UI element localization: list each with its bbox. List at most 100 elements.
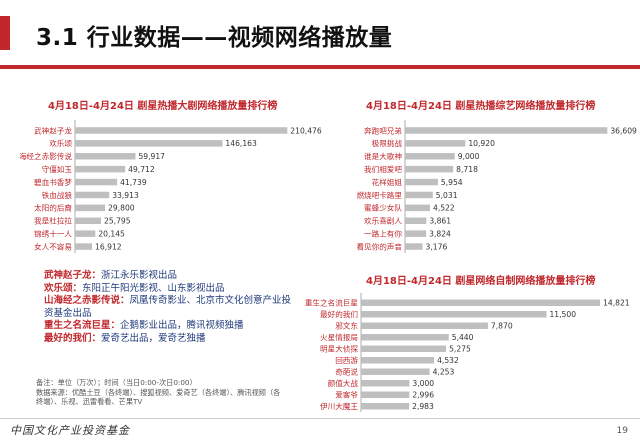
category-label: 爱客爷 [335, 390, 358, 400]
category-label: 谁是大歌神 [364, 151, 402, 161]
chart-selfmade: 重生之名流巨星 14,821 最好的我们 11,500 邪文东 7,870 火星情报局 5,4… [305, 293, 630, 412]
category-label: 火星情报局 [320, 332, 358, 342]
bar [75, 140, 223, 147]
value-label: 14,821 [603, 299, 630, 308]
value-label: 33,913 [112, 191, 139, 200]
bar [405, 217, 427, 224]
category-label: 太阳的后裔 [34, 203, 72, 213]
bar [361, 380, 410, 387]
value-label: 49,712 [128, 165, 155, 174]
header-divider [0, 65, 640, 69]
value-label: 20,145 [98, 229, 125, 238]
value-label: 5,031 [436, 191, 458, 200]
value-label: 25,795 [104, 217, 131, 226]
footer-divider [0, 418, 640, 419]
category-label: 一路上有你 [364, 228, 402, 238]
bar [405, 165, 454, 173]
value-label: 10,920 [468, 139, 495, 148]
value-label: 3,824 [429, 229, 451, 238]
category-label: 山海经之赤影传说 [20, 151, 72, 161]
value-label: 5,275 [449, 345, 471, 354]
value-label: 3,861 [429, 217, 451, 226]
bar [75, 230, 96, 237]
category-label: 欢乐喜剧人 [364, 216, 402, 226]
value-label: 9,000 [458, 152, 480, 161]
value-label: 7,870 [491, 322, 513, 331]
bar [405, 230, 427, 237]
bar [75, 217, 102, 224]
note-line: 武神赵子龙：浙江永乐影视出品 [44, 270, 178, 281]
category-label: 碧血书香梦 [34, 177, 72, 187]
chart-title-variety: 4月18日-4月24日 剧星热播综艺网络播放量排行榜 [366, 101, 596, 112]
bar [75, 191, 110, 199]
bar [75, 243, 93, 250]
bar [361, 368, 430, 375]
value-label: 11,500 [549, 310, 576, 319]
chart-drama: 武神赵子龙 210,476 欢乐颂 146,163 山海经之赤影传说 59,917 守僵如玉… [20, 120, 322, 253]
note-line: 欢乐颂：东阳正午阳光影视、山东影视出品 [44, 282, 225, 294]
chart-title-selfmade: 4月18日-4月24日 剧星网络自制网络播放量排行榜 [366, 276, 596, 287]
bar [75, 178, 118, 186]
production-notes: 武神赵子龙：浙江永乐影视出品 欢乐颂：东阳正午阳光影视、山东影视出品 山海经之赤… [44, 270, 294, 346]
note-line: 山海经之赤影传说：凤凰传奇影业、北京市文化创意产业投资基金出品 [44, 295, 292, 319]
category-label: 我们相爱吧 [364, 164, 402, 174]
category-label: 最好的我们 [320, 309, 358, 319]
chart-title-drama: 4月18日-4月24日 剧星热播大剧网络播放量排行榜 [48, 101, 278, 112]
header: 3.1 行业数据——视频网络播放量 [0, 0, 640, 72]
category-label: 重生之名流巨星 [305, 298, 359, 308]
value-label: 29,800 [108, 204, 135, 213]
bar [405, 204, 430, 212]
bar [75, 153, 136, 160]
category-label: 蜜蜂少女队 [364, 203, 402, 213]
value-label: 4,522 [433, 204, 455, 213]
bar [75, 204, 106, 212]
bar [361, 322, 488, 329]
bar [75, 165, 126, 173]
bar [361, 345, 447, 352]
category-label: 锦绣十一人 [34, 228, 72, 238]
bar [361, 357, 435, 364]
value-label: 2,996 [412, 391, 434, 400]
footer-logo: 中国文化产业投资基金 [10, 424, 130, 437]
value-label: 8,718 [456, 165, 478, 174]
note-line: 重生之名流巨星：企鹅影业出品，腾讯视频独播 [44, 320, 244, 332]
value-label: 3,000 [412, 379, 434, 388]
category-label: 明星大侦探 [320, 344, 358, 354]
category-label: 奇葩说 [335, 367, 358, 377]
bar [405, 243, 423, 250]
bar [405, 191, 433, 199]
bar [405, 178, 438, 186]
category-label: 武神赵子龙 [34, 125, 72, 135]
chart-variety: 奔跑吧兄弟 36,609 极限挑战 10,920 谁是大歌神 9,000 我们相爱吧 8,71… [356, 120, 637, 253]
category-label: 回西游 [335, 355, 358, 365]
value-label: 16,912 [95, 242, 122, 251]
bar [75, 127, 288, 134]
category-label: 欢乐颂 [49, 138, 72, 148]
bar [405, 140, 466, 147]
value-label: 59,917 [138, 152, 165, 161]
category-label: 铁血战狼 [42, 190, 73, 200]
value-label: 36,609 [610, 126, 637, 135]
category-label: 邪文东 [335, 321, 358, 331]
note-line: 最好的我们：爱奇艺出品，爱奇艺独播 [44, 332, 206, 344]
category-label: 奔跑吧兄弟 [364, 125, 402, 135]
value-label: 5,440 [452, 333, 474, 342]
bar [361, 391, 410, 398]
value-label: 3,176 [426, 242, 448, 251]
value-label: 210,476 [290, 126, 322, 135]
category-label: 女人不容易 [34, 241, 72, 251]
category-label: 极限挑战 [372, 138, 403, 148]
bar [405, 127, 608, 134]
bar [361, 299, 601, 306]
category-label: 看见你的声音 [356, 241, 402, 251]
value-label: 4,532 [437, 356, 459, 365]
bar [361, 403, 410, 410]
value-label: 2,983 [412, 402, 434, 411]
category-label: 我是杜拉拉 [34, 216, 72, 226]
category-label: 燃烧吧卡路里 [356, 190, 402, 200]
page-number: 19 [616, 426, 628, 436]
footnote: 备注：单位（万次）；时间（当日0:00-次日0:00） 数据来源：优酷土豆（各终… [36, 378, 281, 406]
title-accent-bar [0, 16, 10, 50]
bar [361, 311, 547, 318]
bar [405, 153, 455, 160]
